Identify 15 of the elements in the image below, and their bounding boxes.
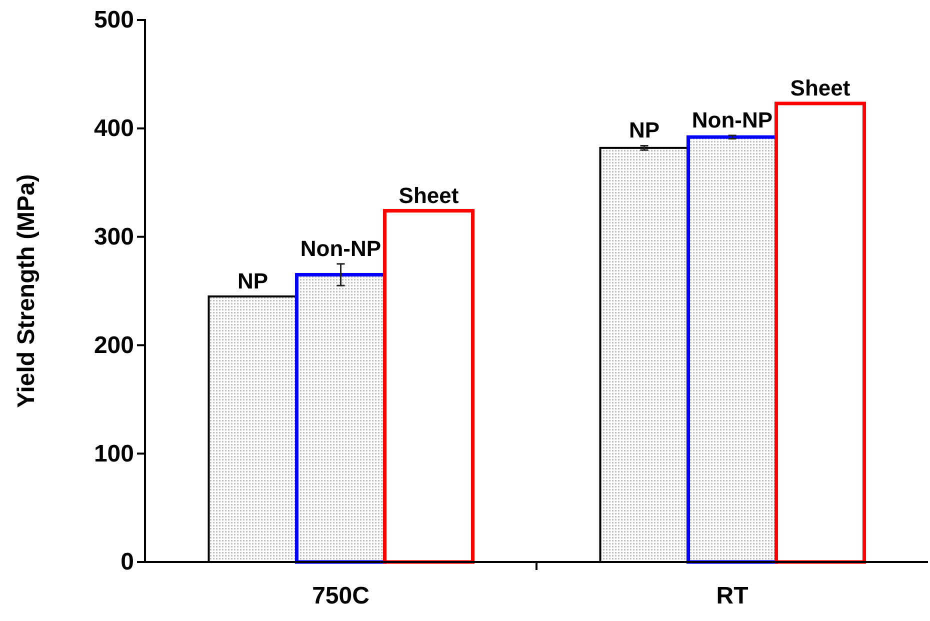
- series-label: Sheet: [398, 182, 460, 208]
- x-tick-label: 750C: [312, 582, 370, 610]
- series-label: Non-NP: [692, 107, 773, 132]
- x-tick-label: RT: [716, 582, 749, 610]
- y-axis-title: Yield Strength (MPa): [13, 174, 40, 408]
- text: NP: [628, 118, 660, 143]
- y-tick-label: 100: [94, 440, 134, 468]
- text: Non-NP: [300, 236, 382, 261]
- series-label: NP: [237, 268, 268, 294]
- y-tick-label: 300: [94, 223, 134, 250]
- y-tick-label: 200: [94, 332, 134, 359]
- y-tick-label: 0: [120, 548, 134, 576]
- text: Sheet: [790, 75, 850, 100]
- y-tick-label: 500: [94, 6, 134, 34]
- y-tick-label: 400: [94, 115, 134, 142]
